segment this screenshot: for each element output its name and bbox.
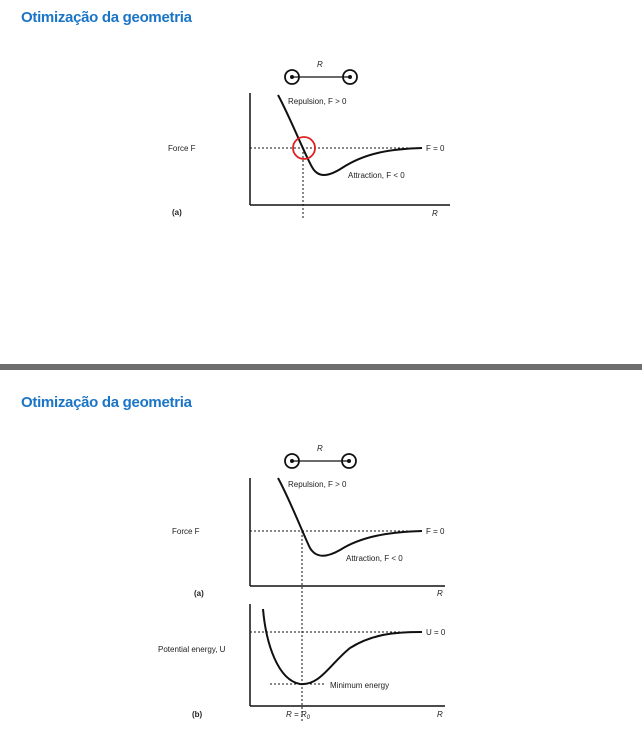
molecule-icon	[284, 453, 357, 469]
panel-label: (a)	[172, 208, 182, 217]
x-axis-label: R	[432, 209, 438, 218]
attraction-label: Attraction, F < 0	[348, 171, 405, 180]
x-axis-label-b: R	[437, 710, 443, 719]
force-diagram: R Repulsion, F > 0 Force F F = 0 Attract…	[150, 55, 480, 223]
force-axis-label: Force F	[172, 527, 200, 536]
repulsion-label: Repulsion, F > 0	[288, 480, 347, 489]
force-and-energy-diagram: R Repulsion, F > 0 Force F F = 0 Attract…	[150, 434, 475, 737]
force-curve	[277, 94, 423, 176]
slide-2: Otimização da geometria R Repulsion, F >…	[0, 374, 642, 737]
molecule-icon	[284, 69, 358, 85]
equilibrium-distance-label: R = R0	[286, 710, 311, 721]
zero-force-label: F = 0	[426, 527, 445, 536]
minimum-energy-label: Minimum energy	[330, 681, 389, 690]
panel-b-label: (b)	[192, 710, 203, 719]
molecule-distance-label: R	[317, 444, 323, 453]
repulsion-label: Repulsion, F > 0	[288, 97, 347, 106]
slide-1: Otimização da geometria R	[0, 0, 642, 358]
highlight-circle	[292, 136, 316, 160]
slide-separator	[0, 358, 642, 374]
force-axis-label: Force F	[168, 144, 196, 153]
panel-a-label: (a)	[194, 589, 204, 598]
separator-bar	[0, 364, 642, 370]
zero-force-label: F = 0	[426, 144, 445, 153]
zero-energy-label: U = 0	[426, 628, 446, 637]
energy-curve	[262, 608, 423, 686]
attraction-label: Attraction, F < 0	[346, 554, 403, 563]
slide-title: Otimização da geometria	[21, 9, 192, 26]
slide-title: Otimização da geometria	[21, 394, 192, 411]
x-axis-label-a: R	[437, 589, 443, 598]
force-curve	[277, 477, 423, 557]
potential-energy-label: Potential energy, U	[158, 645, 226, 654]
molecule-distance-label: R	[317, 60, 323, 69]
